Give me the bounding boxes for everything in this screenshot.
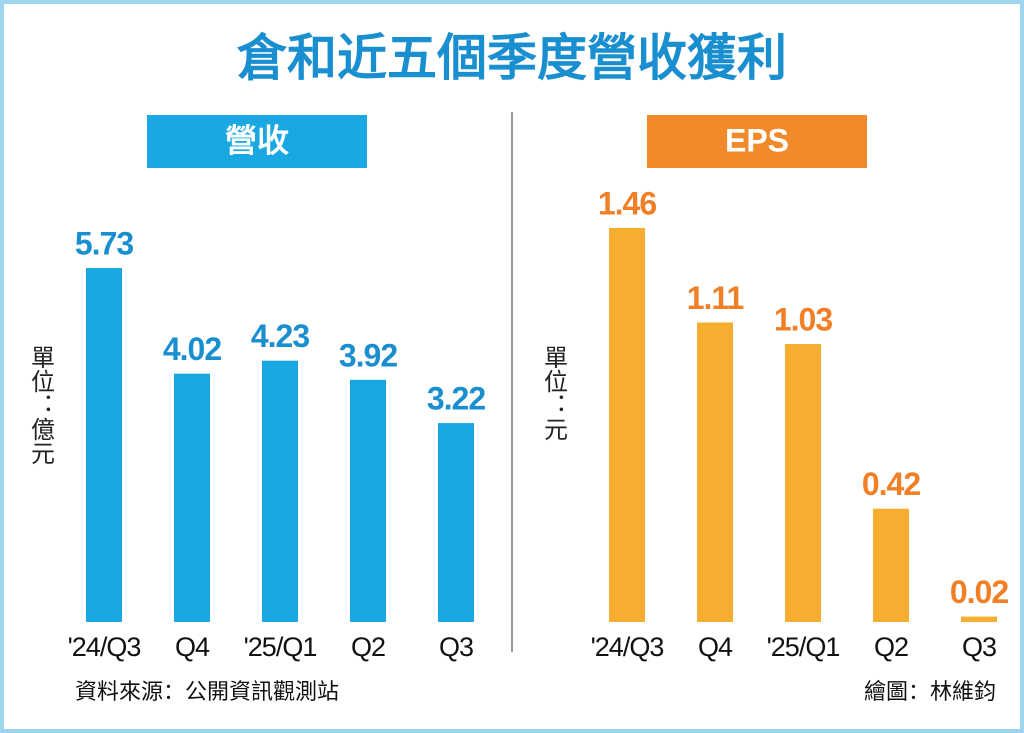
x-tick-label: Q3 [439,632,473,662]
unit-label: 單位：元 [540,345,568,441]
unit-label: 單位：億元 [27,345,55,465]
value-label: 4.23 [251,318,309,354]
panel-header [147,115,367,168]
bar [262,360,298,622]
bar [86,268,122,622]
bar [174,373,210,622]
x-tick-label: '24/Q3 [591,632,664,662]
bar [438,423,474,622]
value-label: 3.22 [427,381,485,417]
value-label: 5.73 [75,225,133,261]
bar [961,616,997,622]
x-tick-label: Q2 [874,632,908,662]
panel-header [647,115,867,168]
value-label: 4.02 [163,331,221,367]
bar [785,344,821,622]
x-tick-label: Q3 [962,632,996,662]
x-tick-label: '25/Q1 [767,632,840,662]
bar [873,508,909,622]
x-tick-label: '24/Q3 [68,632,141,662]
bar [350,379,386,622]
value-label: 0.02 [950,574,1008,610]
panel-title: 營收 [225,122,289,158]
x-tick-label: Q4 [175,632,210,662]
value-label: 3.92 [339,337,397,373]
bar [697,322,733,622]
x-tick-label: Q4 [698,632,733,662]
value-label: 0.42 [862,466,920,502]
value-label: 1.46 [598,185,656,221]
x-tick-label: '25/Q1 [244,632,317,662]
panel-title: EPS [725,122,789,158]
bar [609,228,645,622]
credit: 繪圖：林維鈞 [864,679,996,704]
page-title: 倉和近五個季度營收獲利 [236,30,787,86]
value-label: 1.03 [774,301,832,337]
source: 資料來源：公開資訊觀測站 [75,679,339,704]
x-tick-label: Q2 [351,632,385,662]
value-label: 1.11 [687,280,744,316]
